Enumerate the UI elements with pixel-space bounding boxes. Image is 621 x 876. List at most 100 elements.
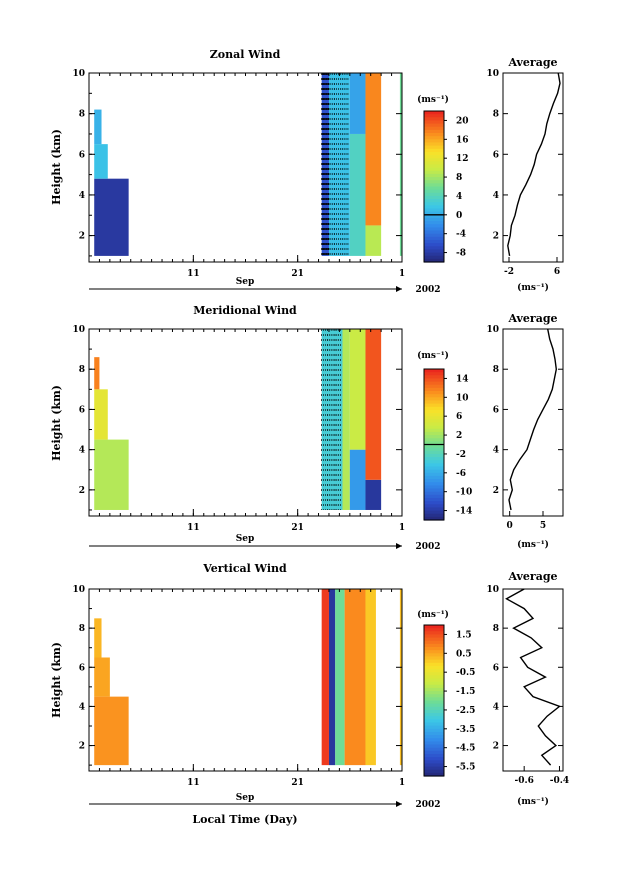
colorbar-segment	[424, 653, 444, 658]
panel-unit-zonal: (ms⁻¹)	[417, 94, 449, 105]
colorbar-segment	[424, 227, 444, 232]
avg-title-meridional: Average	[507, 312, 557, 325]
heatmap-cell	[321, 329, 343, 510]
colorbar-segment	[424, 444, 444, 449]
colorbar-segment	[424, 441, 444, 446]
colorbar-segment	[424, 208, 444, 213]
avg-y-tick-label: 6	[493, 663, 499, 673]
colorbar-segment	[424, 475, 444, 480]
avg-y-tick-label: 2	[493, 486, 499, 496]
x-tick-label: 11	[187, 523, 200, 533]
colorbar-segment	[424, 221, 444, 225]
colorbar-segment	[424, 205, 444, 210]
avg-y-tick-label: 2	[493, 742, 499, 752]
colorbar-segment	[424, 126, 444, 131]
avg-y-tick-label: 8	[493, 110, 499, 120]
colorbar-segment	[424, 684, 444, 689]
colorbar-segment	[424, 397, 444, 402]
colorbar-segment	[424, 747, 444, 752]
colorbar-segment	[424, 738, 444, 742]
colorbar-segment	[424, 230, 444, 235]
colorbar-segment	[424, 428, 444, 433]
colorbar-segment	[424, 161, 444, 166]
colorbar-tick-label: -10	[456, 488, 472, 498]
heatmap-cell	[365, 479, 382, 510]
colorbar-segment	[424, 675, 444, 680]
x-tick-label: 1	[399, 523, 405, 533]
colorbar-segment	[424, 463, 444, 468]
colorbar-segment	[424, 697, 444, 702]
avg-x-tick-label: -2	[504, 267, 514, 277]
colorbar-segment	[424, 120, 444, 125]
colorbar-segment	[424, 387, 444, 392]
heatmap-cell	[344, 589, 366, 766]
month-label-zonal: Sep	[236, 277, 255, 287]
x-tick-label: 21	[291, 778, 304, 788]
y-tick-label: 4	[79, 702, 85, 712]
colorbar-segment	[424, 246, 444, 251]
colorbar-segment	[424, 488, 444, 493]
colorbar-segment	[424, 375, 444, 380]
avg-profile-line	[508, 328, 558, 511]
heatmap-cell	[342, 329, 350, 510]
avg-x-tick-label: -0.6	[514, 776, 533, 786]
colorbar-tick-label: -2.5	[456, 706, 475, 716]
colorbar-segment	[424, 744, 444, 749]
colorbar-segment	[424, 665, 444, 670]
heatmap-cell	[365, 589, 376, 766]
colorbar-segment	[424, 662, 444, 667]
colorbar-tick-label: 1.5	[456, 630, 472, 640]
colorbar-segment	[424, 224, 444, 228]
heatmap-1: 2 4 6 8 10 11 21 1 14 10 6 2 -2 -6 -10 -14 2 4 6 8 10 0 5	[72, 325, 564, 549]
colorbar-segment	[424, 647, 444, 651]
colorbar-segment	[424, 217, 444, 222]
colorbar-segment	[424, 513, 444, 518]
x-tick-label: 11	[187, 778, 200, 788]
colorbar-segment	[424, 640, 444, 645]
colorbar-segment	[424, 469, 444, 474]
colorbar-tick-label: 6	[456, 412, 462, 422]
avg-x-tick-label: -0.4	[550, 776, 569, 786]
heatmap-0: 2 4 6 8 10 11 21 1 20 16 12 8 4 0 -4 -8 2 4 6 8 10 -2 6	[72, 69, 564, 292]
colorbar-segment	[424, 136, 444, 140]
avg-y-tick-label: 6	[493, 150, 499, 160]
colorbar-tick-label: 0.5	[456, 649, 472, 659]
colorbar-segment	[424, 164, 444, 169]
colorbar-segment	[424, 372, 444, 376]
colorbar-segment	[424, 741, 444, 746]
heatmap-cell	[349, 73, 366, 134]
x-tick-label: 21	[291, 523, 304, 533]
colorbar-segment	[424, 378, 444, 383]
y-axis-label-meridional: Height (km)	[50, 385, 63, 461]
colorbar-segment	[424, 170, 444, 175]
panel-title-zonal: Zonal Wind	[210, 48, 281, 61]
colorbar-tick-label: -0.5	[456, 668, 475, 678]
colorbar-tick-label: -4.5	[456, 744, 475, 754]
colorbar-segment	[424, 719, 444, 724]
y-tick-label: 8	[79, 110, 85, 120]
y-tick-label: 8	[79, 365, 85, 375]
colorbar-tick-label: 20	[456, 116, 469, 126]
colorbar-segment	[424, 183, 444, 188]
colorbar-segment	[424, 133, 444, 137]
avg-profile-line	[507, 72, 561, 257]
colorbar-tick-label: 4	[456, 192, 462, 202]
colorbar-segment	[424, 129, 444, 134]
avg-frame	[502, 588, 564, 772]
panel-meridional: Meridional Wind (ms⁻¹) Average (ms⁻¹) He…	[50, 304, 558, 552]
colorbar-tick-label: 0	[456, 211, 462, 221]
colorbar-segment	[424, 391, 444, 395]
y-tick-label: 10	[72, 585, 85, 595]
colorbar-segment	[424, 706, 444, 711]
heatmap-cell	[349, 329, 366, 450]
heatmap-cell	[365, 225, 382, 256]
avg-y-tick-label: 8	[493, 365, 499, 375]
colorbar-segment	[424, 760, 444, 765]
heatmap-cell	[365, 329, 382, 480]
colorbar-tick-label: 10	[456, 393, 469, 403]
colorbar-segment	[424, 419, 444, 424]
colorbar-frame	[423, 624, 445, 777]
heatmap-cell	[94, 657, 110, 697]
month-label-meridional: Sep	[236, 534, 255, 544]
